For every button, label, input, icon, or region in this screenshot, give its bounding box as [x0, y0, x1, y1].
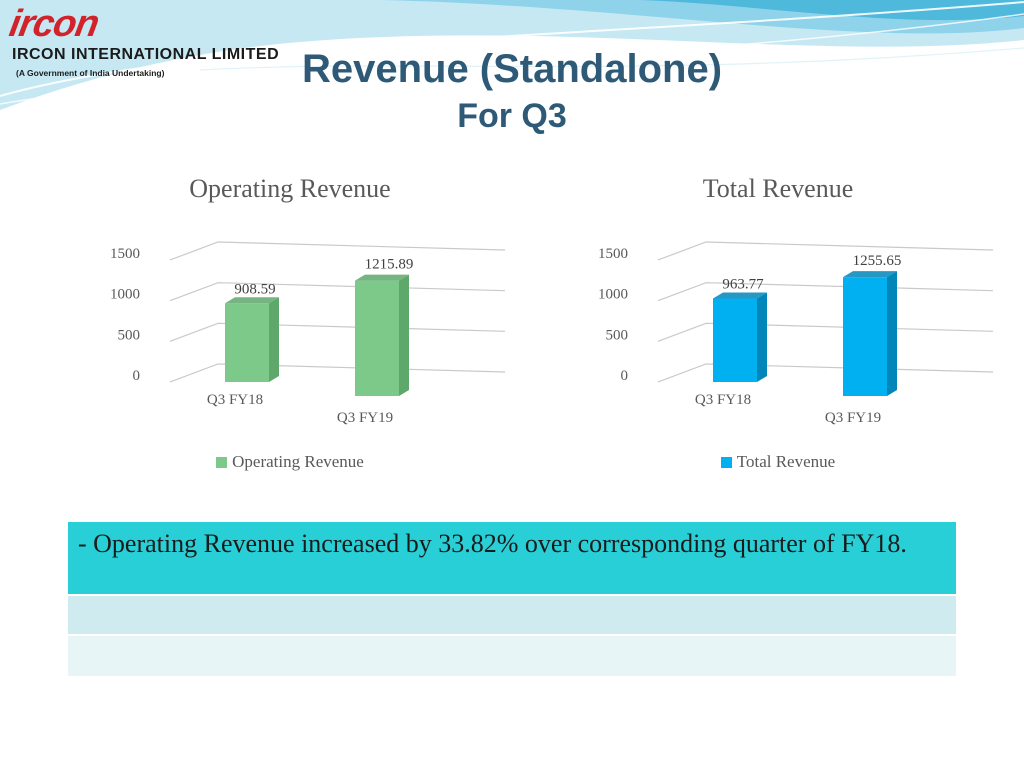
bar — [225, 297, 279, 382]
y-tick-label: 0 — [621, 368, 629, 384]
summary-row-empty — [68, 596, 956, 636]
summary-row: - Operating Revenue increased by 33.82% … — [68, 522, 956, 596]
gridline — [169, 282, 506, 302]
y-tick-label: 0 — [133, 368, 141, 384]
chart-title: Operating Revenue — [189, 174, 391, 203]
page-subtitle: For Q3 — [457, 97, 567, 135]
legend-swatch — [720, 456, 732, 468]
gridline — [657, 241, 994, 261]
chart-legend: Operating Revenue — [60, 452, 520, 472]
legend-label: Operating Revenue — [232, 452, 364, 471]
gridline — [657, 363, 994, 383]
y-tick-label: 1500 — [110, 246, 140, 262]
y-tick-label: 500 — [118, 327, 141, 343]
company-subtitle: (A Government of India Undertaking) — [16, 68, 165, 78]
bar-side — [269, 297, 279, 382]
bar-front — [355, 280, 399, 396]
bar-top — [355, 274, 409, 281]
company-logo: ircon IRCON INTERNATIONAL LIMITED (A Gov… — [6, 3, 278, 84]
y-tick-label: 1500 — [598, 246, 628, 262]
bar — [843, 271, 897, 396]
company-name: IRCON INTERNATIONAL LIMITED — [12, 46, 280, 63]
y-tick-label: 1000 — [110, 287, 140, 303]
summary-text: - Operating Revenue increased by 33.82% … — [78, 529, 907, 558]
y-tick-label: 500 — [606, 327, 629, 343]
bar-front — [843, 277, 887, 396]
gridline — [169, 363, 506, 383]
x-tick-label: Q3 FY18 — [207, 392, 263, 408]
gridline — [657, 282, 994, 302]
bar-side — [887, 271, 897, 396]
bar-top — [225, 297, 279, 304]
data-label: 908.59 — [234, 281, 275, 297]
operating-revenue-chart: Operating Revenue 0 500 1000 1500 908.59 Q3 F… — [60, 160, 520, 500]
summary-row-empty — [68, 636, 956, 676]
header-banner — [0, 0, 1024, 110]
operating-revenue-plot: 0 500 1000 1500 908.59 Q3 FY18 1215.89 Q3 FY19 — [110, 241, 506, 426]
bar-top — [843, 271, 897, 278]
total-revenue-plot: 0 500 1000 1500 963.77 Q3 FY18 1255.65 Q3 FY19 — [598, 241, 994, 426]
logo-mark: ircon — [6, 3, 102, 45]
total-revenue-chart: Total Revenue 0 500 1000 1500 963.77 Q3 FY18 1… — [548, 160, 1008, 500]
bar-front — [713, 298, 757, 382]
data-label: 1255.65 — [853, 253, 902, 269]
chart-legend: Total Revenue — [548, 452, 1008, 472]
bar-front — [225, 303, 269, 382]
x-tick-label: Q3 FY18 — [695, 392, 751, 408]
bar-top — [713, 292, 767, 299]
bar — [713, 292, 767, 382]
data-label: 1215.89 — [365, 257, 414, 273]
summary-table: - Operating Revenue increased by 33.82% … — [68, 522, 956, 676]
page-title: Revenue (Standalone) — [301, 47, 723, 91]
gridline — [169, 322, 506, 342]
bar — [355, 274, 409, 396]
chart-title: Total Revenue — [702, 174, 854, 203]
x-tick-label: Q3 FY19 — [337, 410, 393, 426]
data-label: 963.77 — [722, 276, 764, 292]
bar-side — [399, 274, 409, 396]
x-tick-label: Q3 FY19 — [825, 410, 881, 426]
bar-side — [757, 292, 767, 382]
gridline — [169, 241, 506, 261]
y-tick-label: 1000 — [598, 287, 628, 303]
legend-label: Total Revenue — [736, 452, 836, 471]
legend-swatch — [216, 456, 228, 468]
gridline — [657, 322, 994, 342]
